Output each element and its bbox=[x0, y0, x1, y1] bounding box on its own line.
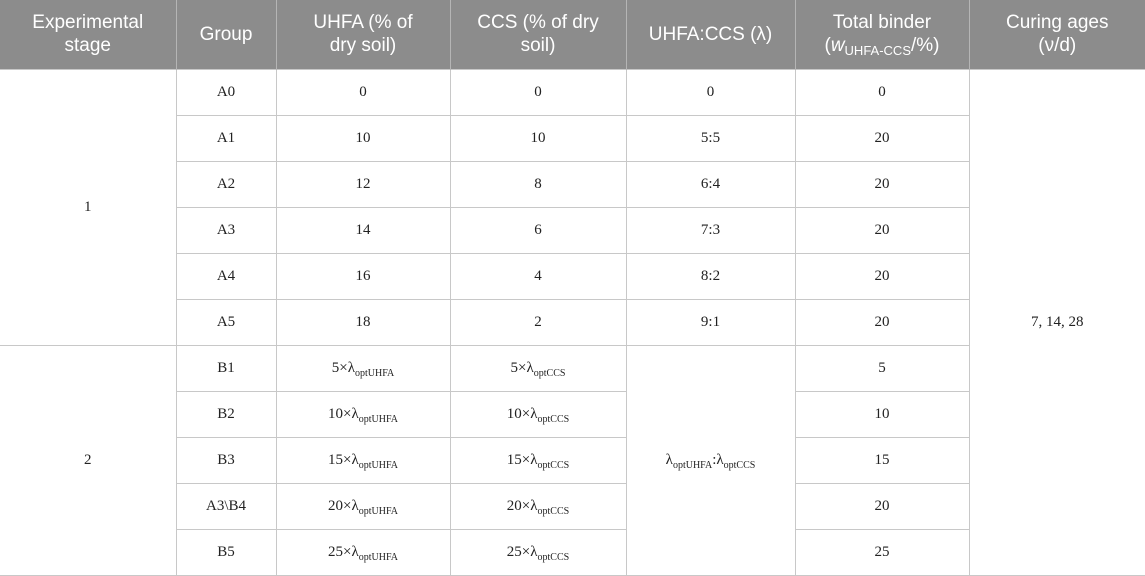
total-binder-cell: 25 bbox=[794, 528, 969, 576]
header-experimental-stage: Experimental stage bbox=[0, 0, 176, 69]
ratio-cell: 6:4 bbox=[625, 160, 796, 208]
table-row: A2 12 8 6:4 20 bbox=[0, 160, 1145, 208]
total-binder-cell: 20 bbox=[794, 252, 969, 300]
uhfa-cell: 18 bbox=[275, 298, 451, 346]
header-row: Experimental stage Group UHFA (% of dry so… bbox=[0, 0, 1145, 69]
ccs-cell: 25×λoptCCS bbox=[449, 528, 627, 576]
ccs-cell: 6 bbox=[449, 206, 627, 254]
header-curing-ages: Curing ages (ν/d) bbox=[968, 0, 1145, 69]
ratio-cell: λoptUHFA:λoptCCS bbox=[625, 344, 796, 576]
group-cell: A4 bbox=[176, 252, 277, 300]
group-cell: A5 bbox=[176, 298, 277, 346]
uhfa-cell: 14 bbox=[275, 206, 451, 254]
group-cell: A3\B4 bbox=[176, 482, 277, 530]
table-row: A5 18 2 9:1 20 bbox=[0, 298, 1145, 346]
uhfa-cell: 10×λoptUHFA bbox=[275, 390, 451, 438]
ccs-cell: 15×λoptCCS bbox=[449, 436, 627, 484]
table-row: 2 B1 5×λoptUHFA 5×λoptCCS λoptUHFA:λoptC… bbox=[0, 344, 1145, 576]
total-binder-cell: 20 bbox=[794, 206, 969, 254]
header-ratio: UHFA:CCS (λ) bbox=[625, 0, 795, 69]
table-row: B2 10×λoptUHFA 10×λoptCCS 10 bbox=[0, 390, 1145, 438]
uhfa-cell: 10 bbox=[275, 114, 451, 162]
total-binder-cell: 10 bbox=[794, 390, 969, 438]
uhfa-cell: 20×λoptUHFA bbox=[275, 482, 451, 530]
header-total-binder: Total binder (wUHFA-CCS/%) bbox=[794, 0, 969, 69]
ccs-cell: 10×λoptCCS bbox=[449, 390, 627, 438]
ccs-cell: 0 bbox=[449, 68, 627, 116]
group-cell: B1 bbox=[175, 344, 277, 392]
total-binder-cell: 0 bbox=[794, 68, 970, 116]
table-row: B5 25×λoptUHFA 25×λoptCCS 25 bbox=[0, 528, 1145, 576]
group-cell: A1 bbox=[176, 114, 277, 162]
ratio-cell: 9:1 bbox=[625, 298, 796, 346]
ccs-cell: 20×λoptCCS bbox=[449, 482, 627, 530]
ccs-cell: 10 bbox=[449, 114, 627, 162]
uhfa-cell: 5×λoptUHFA bbox=[275, 344, 451, 392]
ccs-cell: 2 bbox=[449, 298, 627, 346]
group-cell: A2 bbox=[176, 160, 277, 208]
stage-cell: 2 bbox=[0, 344, 177, 576]
group-cell: A3 bbox=[176, 206, 277, 254]
ccs-cell: 8 bbox=[449, 160, 627, 208]
total-binder-cell: 20 bbox=[794, 114, 969, 162]
ratio-cell: 7:3 bbox=[625, 206, 796, 254]
stage-cell: 1 bbox=[0, 68, 177, 346]
table-row: A3\B4 20×λoptUHFA 20×λoptCCS 20 bbox=[0, 482, 1145, 530]
table-row: 1 A0 0 0 0 0 7, 14, 28 bbox=[0, 68, 1145, 576]
uhfa-cell: 16 bbox=[275, 252, 451, 300]
uhfa-cell: 12 bbox=[275, 160, 451, 208]
uhfa-cell: 25×λoptUHFA bbox=[275, 528, 451, 576]
total-binder-cell: 20 bbox=[794, 482, 969, 530]
ccs-cell: 4 bbox=[449, 252, 627, 300]
total-binder-cell: 15 bbox=[794, 436, 969, 484]
total-binder-cell: 5 bbox=[794, 344, 969, 392]
group-cell: B5 bbox=[176, 528, 277, 576]
group-cell: B3 bbox=[176, 436, 277, 484]
uhfa-cell: 0 bbox=[275, 68, 451, 116]
uhfa-cell: 15×λoptUHFA bbox=[275, 436, 451, 484]
ccs-cell: 5×λoptCCS bbox=[449, 344, 627, 392]
header-uhfa: UHFA (% of dry soil) bbox=[275, 0, 450, 69]
table-row: A4 16 4 8:2 20 bbox=[0, 252, 1145, 300]
ratio-cell: 5:5 bbox=[625, 114, 796, 162]
total-binder-cell: 20 bbox=[794, 298, 969, 346]
ratio-cell: 8:2 bbox=[625, 252, 796, 300]
header-group: Group bbox=[175, 0, 276, 69]
total-binder-cell: 20 bbox=[794, 160, 969, 208]
curing-ages-cell: 7, 14, 28 bbox=[968, 68, 1145, 576]
header-ccs: CCS (% of dry soil) bbox=[449, 0, 626, 69]
group-cell: B2 bbox=[176, 390, 277, 438]
group-cell: A0 bbox=[175, 68, 277, 116]
ratio-cell: 0 bbox=[625, 68, 796, 116]
